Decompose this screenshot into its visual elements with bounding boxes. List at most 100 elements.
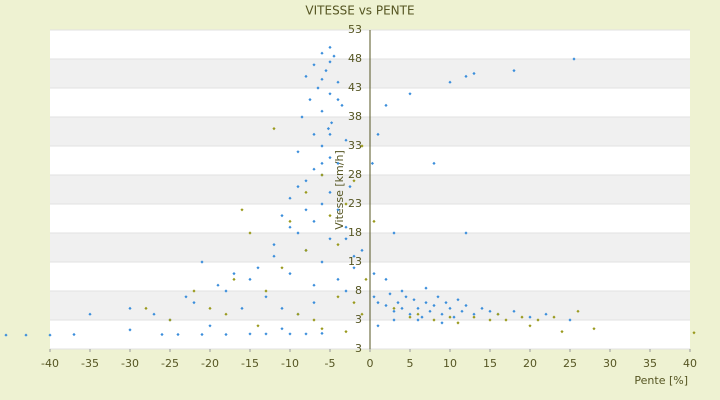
point (312, 283, 316, 287)
point (432, 161, 436, 165)
x-tick-label: 5 (407, 357, 414, 370)
point (360, 144, 364, 148)
point (232, 277, 236, 281)
point (456, 298, 460, 302)
point (264, 295, 268, 299)
point (240, 208, 244, 212)
point (440, 321, 444, 325)
point (552, 315, 556, 319)
point (184, 295, 188, 299)
point (424, 301, 428, 305)
point (312, 318, 316, 322)
point (352, 254, 356, 258)
x-tick-label: -30 (121, 357, 139, 370)
point (326, 127, 330, 131)
point (352, 301, 356, 305)
point (304, 179, 308, 183)
point (400, 289, 404, 293)
point (388, 292, 392, 296)
point (248, 231, 252, 235)
point (348, 185, 352, 189)
point (320, 202, 324, 206)
point (328, 190, 332, 194)
point (404, 295, 408, 299)
point (176, 332, 180, 337)
point (308, 98, 312, 102)
point (320, 77, 324, 81)
point (280, 306, 284, 310)
x-tick-label: 35 (643, 357, 657, 370)
x-tick-label: -35 (81, 357, 99, 370)
x-tick-label: 10 (443, 357, 457, 370)
point (320, 331, 324, 335)
point (440, 312, 444, 316)
point (192, 301, 196, 305)
point (528, 324, 532, 328)
point (144, 306, 148, 310)
point (336, 277, 340, 281)
point (480, 306, 484, 310)
point (336, 295, 340, 299)
point (280, 327, 284, 331)
point (280, 214, 284, 218)
point (488, 309, 492, 313)
point (416, 318, 420, 322)
x-tick-label: -5 (325, 357, 336, 370)
point (336, 161, 340, 165)
point (320, 327, 324, 331)
point (296, 185, 300, 189)
point (24, 333, 28, 337)
point (384, 303, 388, 308)
point (360, 312, 364, 316)
point (344, 330, 348, 334)
point (320, 161, 324, 165)
point (344, 237, 348, 241)
x-tick-label: -10 (281, 357, 299, 370)
point (312, 132, 316, 136)
point (160, 332, 164, 337)
y-tick-label: 28 (348, 168, 362, 181)
point (304, 248, 308, 252)
point (376, 301, 380, 305)
point (372, 272, 376, 276)
point (320, 144, 324, 148)
point (408, 315, 412, 319)
point (392, 318, 396, 322)
point (336, 208, 340, 212)
x-tick-label: 20 (523, 357, 537, 370)
point (572, 57, 576, 61)
point (272, 127, 276, 131)
point (328, 132, 332, 136)
point (272, 254, 276, 258)
point (320, 109, 324, 113)
point (48, 333, 52, 337)
x-tick-label: 30 (603, 357, 617, 370)
point (576, 309, 580, 313)
point (200, 260, 204, 264)
point (464, 231, 468, 235)
point (328, 156, 332, 160)
point (472, 312, 476, 316)
y-tick-label: 53 (348, 23, 362, 36)
point (330, 121, 334, 125)
point (392, 309, 396, 313)
point (416, 312, 420, 316)
point (312, 219, 316, 223)
point (324, 69, 328, 73)
point (560, 330, 564, 334)
point (472, 71, 476, 76)
point (316, 86, 320, 90)
x-tick-label: 0 (367, 357, 374, 370)
point (336, 243, 340, 247)
point (328, 237, 332, 241)
point (428, 309, 432, 313)
point (304, 208, 308, 212)
point (128, 328, 132, 332)
point (288, 196, 292, 200)
point (528, 315, 532, 319)
point (352, 179, 356, 183)
y-tick-label: 23 (348, 197, 362, 210)
x-axis-label: Pente [%] (634, 374, 688, 387)
point (372, 219, 376, 223)
point (280, 266, 284, 270)
